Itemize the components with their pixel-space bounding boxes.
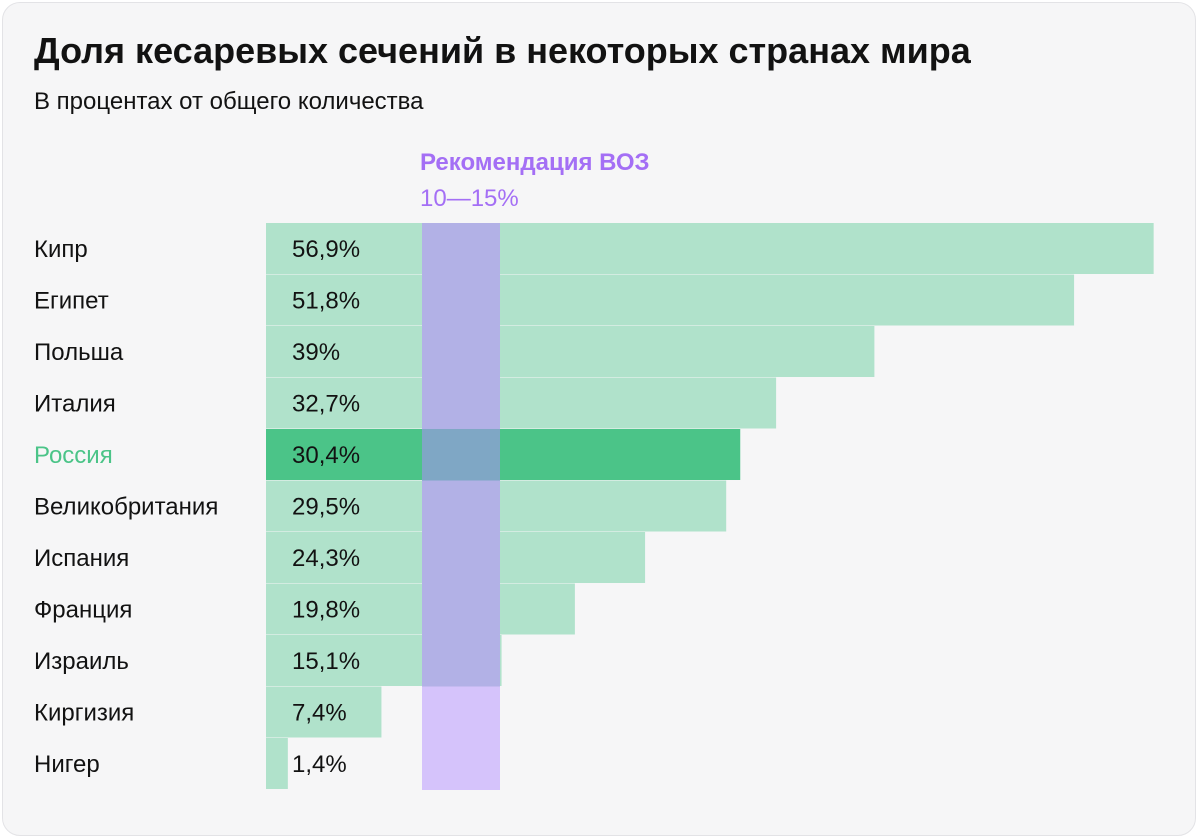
who-band-segment-row-3 (422, 326, 500, 378)
bar-row-5 (266, 429, 741, 480)
who-band-segment-row-7 (422, 532, 500, 584)
value-label-row-7: 24,3% (292, 545, 360, 572)
bar-row-3 (266, 326, 875, 377)
who-band-label: Рекомендация ВОЗ (420, 149, 650, 176)
category-label-row-7: Испания (34, 545, 129, 572)
category-label-row-6: Великобритания (34, 494, 218, 521)
category-label-row-10: Киргизия (34, 700, 134, 727)
chart-subtitle: В процентах от общего количества (34, 88, 424, 115)
who-band-segment-row-10 (422, 686, 500, 738)
value-label-row-9: 15,1% (292, 648, 360, 675)
value-label-row-11: 1,4% (292, 751, 347, 778)
bar-row-4 (266, 377, 777, 429)
who-band-segment-row-2 (422, 274, 500, 326)
bar-row-8 (266, 583, 575, 635)
value-label-row-1: 56,9% (292, 236, 360, 263)
who-band-segment-row-4 (422, 377, 500, 429)
value-label-row-4: 32,7% (292, 391, 360, 418)
category-label-row-5: Россия (34, 442, 113, 469)
chart-title: Доля кесаревых сечений в некоторых стран… (34, 30, 971, 71)
value-label-row-3: 39% (292, 339, 340, 366)
who-band-segment-row-9 (422, 635, 500, 687)
category-label-row-8: Франция (34, 597, 132, 624)
category-label-row-1: Кипр (34, 236, 88, 263)
who-band-segment-row-5 (422, 429, 500, 481)
who-band-segment-row-1 (422, 223, 500, 275)
who-band (422, 223, 500, 790)
category-label-row-4: Италия (34, 391, 116, 418)
value-label-row-5: 30,4% (292, 442, 360, 469)
who-band-range: 10—15% (420, 185, 519, 212)
bars-layer (266, 223, 1154, 789)
category-label-row-11: Нигер (34, 751, 100, 778)
bar-row-1 (266, 223, 1154, 274)
who-band-segment-row-11 (422, 738, 500, 790)
value-label-row-8: 19,8% (292, 597, 360, 624)
category-label-row-3: Польша (34, 339, 124, 366)
value-label-row-6: 29,5% (292, 494, 360, 521)
who-band-segment-row-6 (422, 480, 500, 532)
bar-row-10 (266, 686, 382, 738)
category-label-row-2: Египет (34, 288, 109, 315)
category-label-row-9: Израиль (34, 648, 129, 675)
bar-row-2 (266, 274, 1075, 326)
labels-layer: Кипр 56,9% Египет 51,8% Польша 39% Италия 32,7%… (34, 236, 360, 778)
who-band-segment-row-8 (422, 583, 500, 635)
value-label-row-2: 51,8% (292, 288, 360, 315)
value-label-row-10: 7,4% (292, 700, 347, 727)
bar-row-11 (266, 738, 288, 789)
